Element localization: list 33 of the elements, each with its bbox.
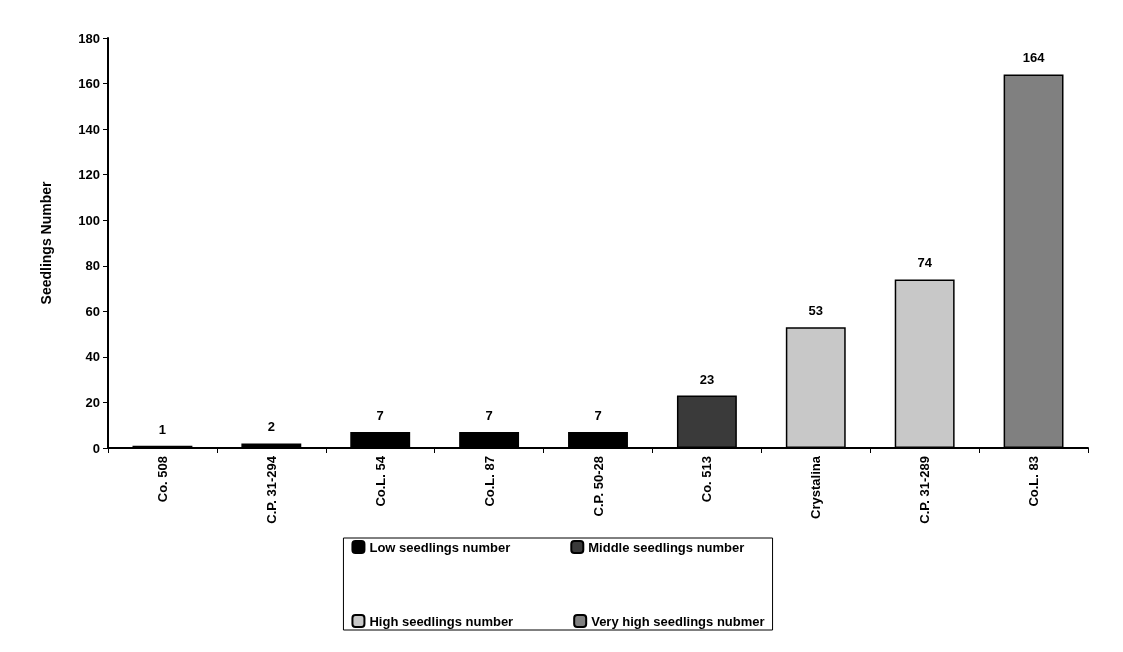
y-tick-label: 80 (85, 258, 100, 274)
data-label: 164 (1022, 50, 1046, 66)
y-tick-label: 140 (78, 121, 100, 137)
legend-label: Middle seedlings number (588, 539, 745, 555)
data-label: 23 (699, 371, 715, 387)
data-label: 2 (267, 419, 275, 435)
y-tick-label: 120 (78, 167, 100, 183)
x-tick-label: C.P. 31-294 (263, 455, 279, 524)
data-label: 53 (808, 303, 824, 319)
x-tick-label: Crystalina (808, 455, 824, 519)
data-label: 7 (485, 408, 493, 424)
y-tick-label: 60 (85, 303, 100, 319)
legend-label: Low seedlings number (369, 539, 511, 555)
data-label: 74 (917, 255, 933, 271)
x-tick-label: Co.L. 54 (372, 455, 388, 507)
y-axis-title: Seedlings Number (38, 180, 54, 305)
x-tick-label: Co. 508 (154, 456, 170, 503)
y-tick-label: 20 (85, 394, 100, 410)
y-tick-label: 40 (85, 349, 100, 365)
x-tick-label: C.P. 50-28 (590, 456, 606, 517)
data-label: 7 (594, 408, 602, 424)
y-tick-label: 0 (92, 440, 100, 456)
data-label: 7 (376, 408, 384, 424)
x-tick-label: Co.L. 83 (1026, 456, 1042, 507)
data-label: 1 (158, 421, 167, 437)
y-tick-label: 100 (78, 212, 100, 228)
x-tick-label: Co. 513 (699, 456, 715, 503)
legend-label: High seedlings number (369, 613, 514, 629)
legend-label: Very high seedlings nubmer (591, 613, 765, 629)
y-tick-label: 160 (78, 76, 100, 92)
x-tick-label: Co.L. 87 (481, 456, 497, 507)
x-tick-label: C.P. 31-289 (917, 456, 933, 524)
y-tick-label: 180 (78, 30, 100, 46)
